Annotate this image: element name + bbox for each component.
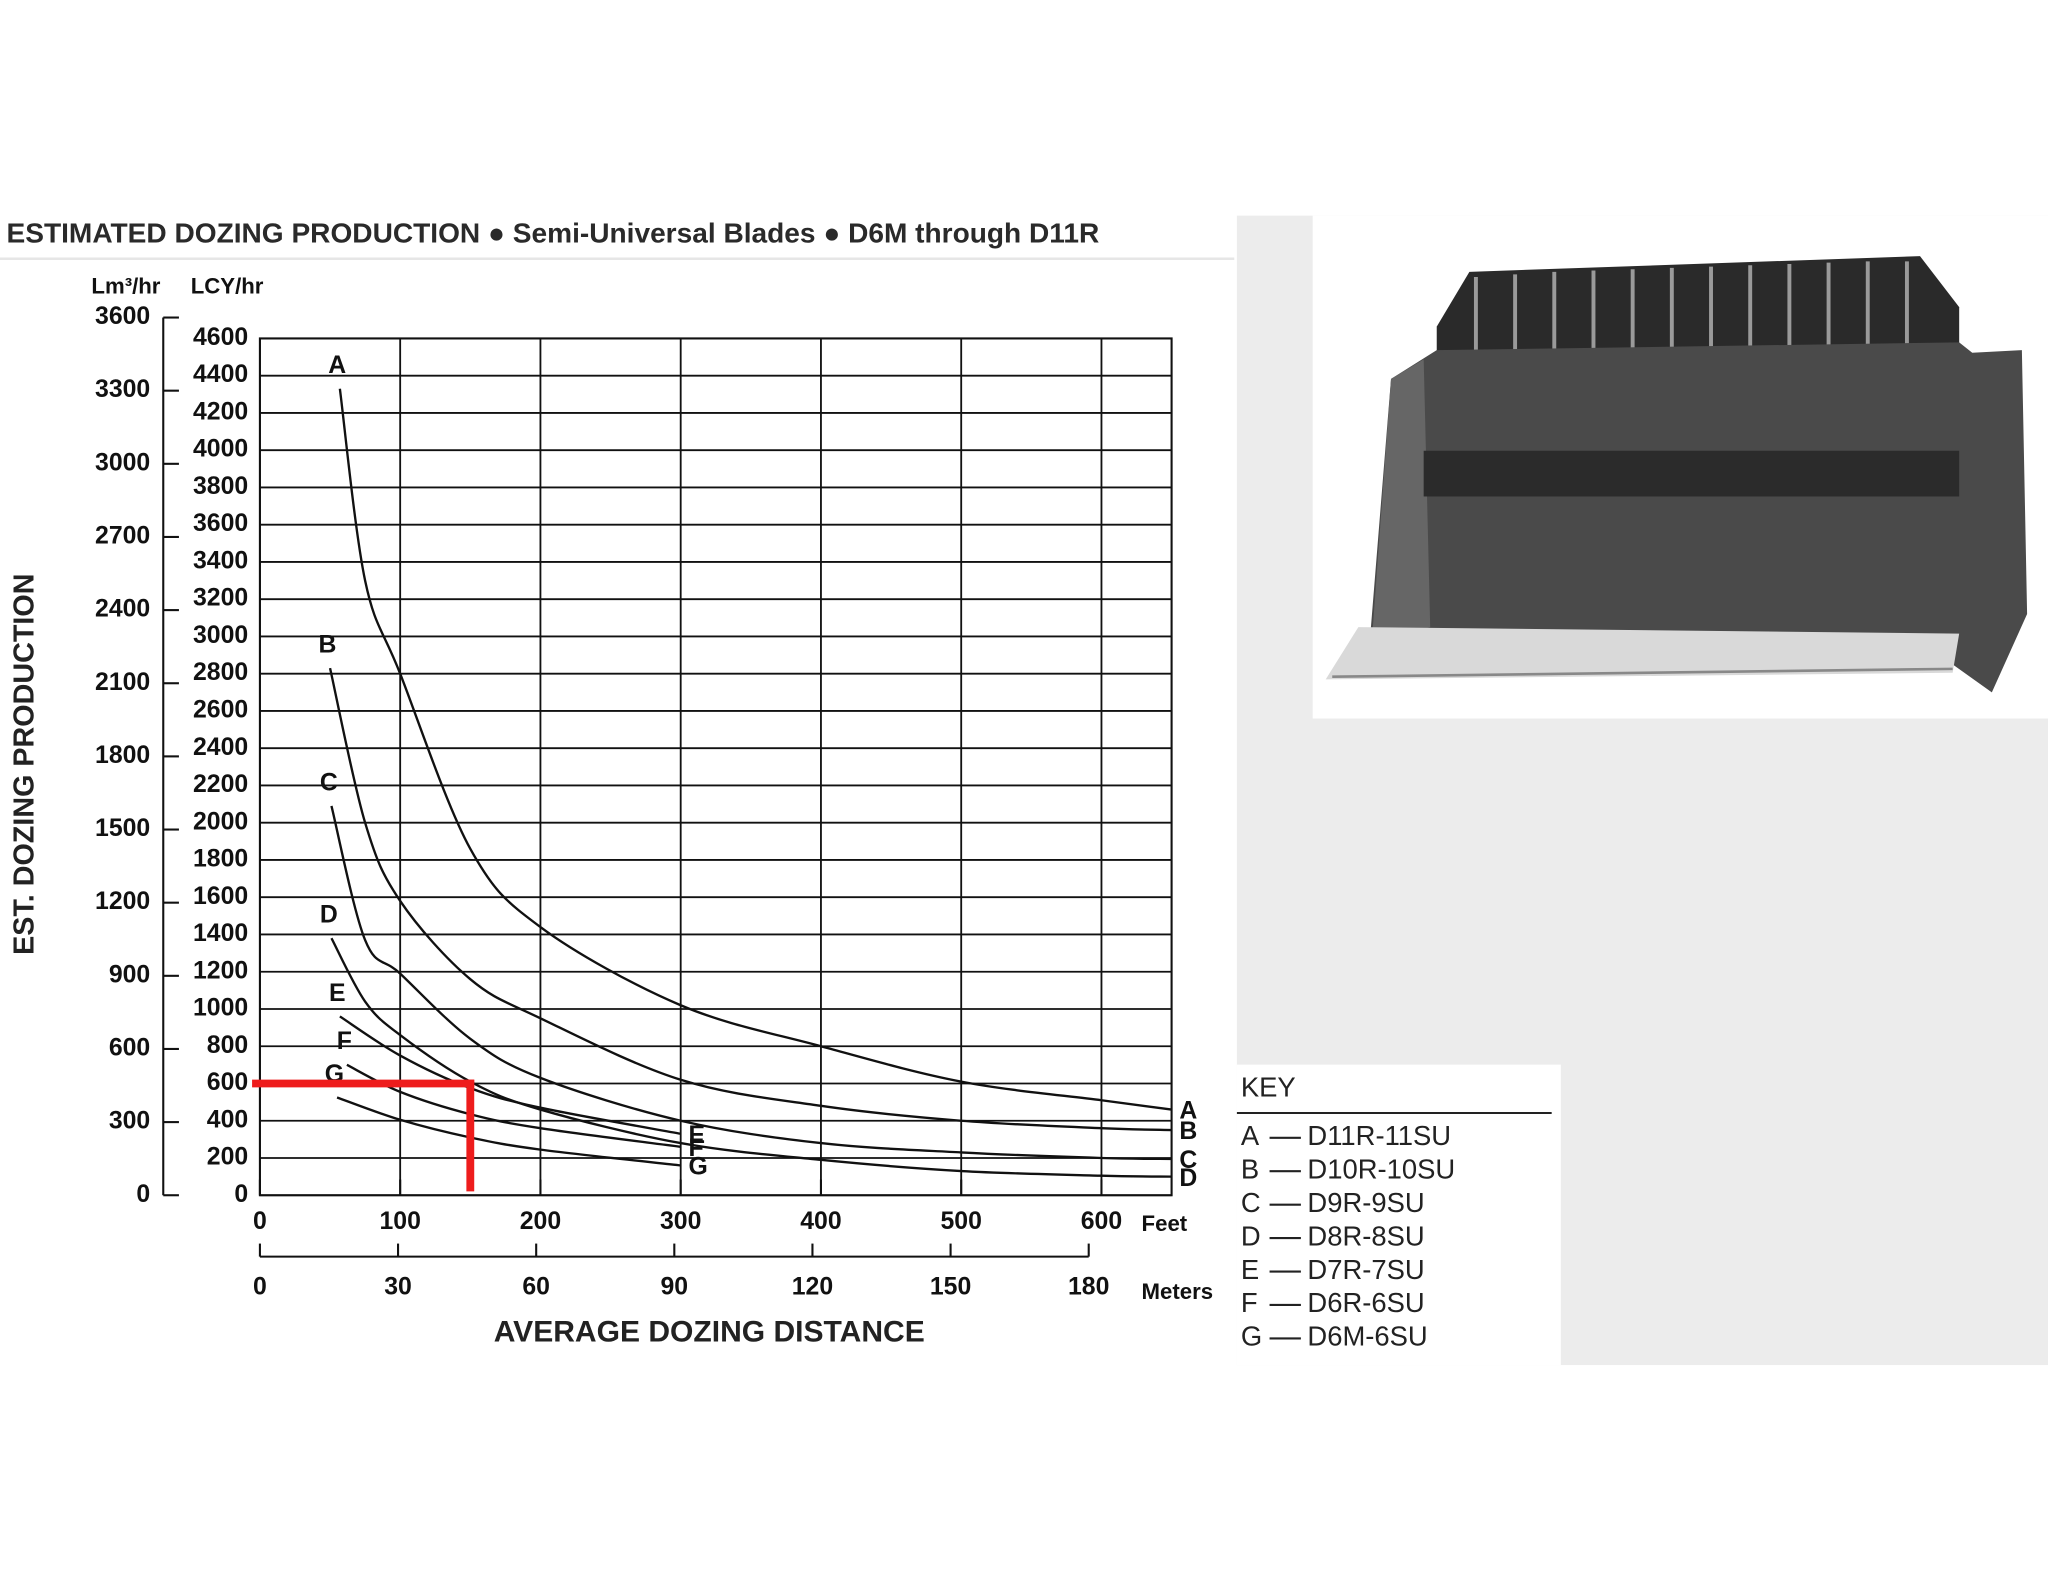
x-tick-label: 0 bbox=[253, 1208, 267, 1235]
curve-label: B bbox=[318, 631, 336, 658]
x-tick-label: 500 bbox=[941, 1208, 982, 1235]
y2-tick-label: 1800 bbox=[95, 742, 150, 769]
y-tick-label: 400 bbox=[207, 1106, 248, 1133]
x-unit: Feet bbox=[1142, 1211, 1188, 1236]
chart-title: ESTIMATED DOZING PRODUCTION ● Semi-Unive… bbox=[7, 218, 1100, 249]
x2-tick-label: 90 bbox=[661, 1274, 689, 1301]
y-tick-label: 1200 bbox=[193, 957, 248, 984]
key-letter: G bbox=[1241, 1321, 1262, 1352]
y-tick-label: 4200 bbox=[193, 398, 248, 425]
x2-unit: Meters bbox=[1142, 1279, 1214, 1304]
curve-end-label: E bbox=[689, 1122, 706, 1149]
y-tick-label: 3200 bbox=[193, 585, 248, 612]
key-model: D9R-9SU bbox=[1307, 1187, 1424, 1218]
key-box bbox=[1236, 1064, 1561, 1366]
y-tick-label: 0 bbox=[234, 1181, 248, 1208]
curve-end-label: D bbox=[1179, 1165, 1197, 1192]
y2-tick-label: 300 bbox=[109, 1108, 150, 1135]
y-tick-label: 3600 bbox=[193, 510, 248, 537]
y-unit: LCY/hr bbox=[191, 273, 264, 298]
plot-frame bbox=[258, 337, 1173, 1197]
curve-end-label: B bbox=[1179, 1118, 1197, 1145]
series-line bbox=[346, 1063, 681, 1148]
y2-tick-label: 2400 bbox=[95, 596, 150, 623]
x-tick-label: 600 bbox=[1081, 1208, 1122, 1235]
curve-end-label: C bbox=[1179, 1147, 1197, 1174]
x-axis-title: AVERAGE DOZING DISTANCE bbox=[494, 1316, 925, 1349]
y-tick-label: 3400 bbox=[193, 547, 248, 574]
y-tick-label: 2400 bbox=[193, 734, 248, 761]
x2-tick-label: 180 bbox=[1068, 1274, 1109, 1301]
key-letter: F bbox=[1241, 1287, 1258, 1318]
curve-label: F bbox=[337, 1028, 352, 1055]
curve-label: D bbox=[320, 902, 338, 929]
y-tick-label: 1400 bbox=[193, 920, 248, 947]
x-tick-label: 400 bbox=[800, 1208, 841, 1235]
key-model: D7R-7SU bbox=[1307, 1254, 1424, 1285]
curve-label: C bbox=[320, 769, 338, 796]
y-tick-label: 4000 bbox=[193, 436, 248, 463]
x-tick-label: 300 bbox=[660, 1208, 701, 1235]
y-tick-label: 2600 bbox=[193, 697, 248, 724]
y-tick-label: 800 bbox=[207, 1032, 248, 1059]
y-tick-label: 1800 bbox=[193, 846, 248, 873]
y2-tick-label: 1200 bbox=[95, 888, 150, 915]
x2-tick-label: 0 bbox=[253, 1274, 267, 1301]
series-line bbox=[330, 805, 1172, 1161]
blade-photo bbox=[1325, 256, 2028, 693]
y-tick-label: 4400 bbox=[193, 361, 248, 388]
y-axis-title: EST. DOZING PRODUCTION bbox=[9, 574, 41, 955]
x2-tick-label: 60 bbox=[522, 1274, 550, 1301]
key-model: D10R-10SU bbox=[1307, 1153, 1455, 1184]
y-tick-label: 1000 bbox=[193, 995, 248, 1022]
key-model: D6M-6SU bbox=[1307, 1321, 1427, 1352]
y-tick-label: 200 bbox=[207, 1144, 248, 1171]
y-tick-label: 3000 bbox=[193, 622, 248, 649]
y2-unit: Lm³/hr bbox=[91, 273, 160, 298]
x-tick-label: 200 bbox=[520, 1208, 561, 1235]
y2-tick-label: 2100 bbox=[95, 669, 150, 696]
curve-label: E bbox=[329, 980, 346, 1007]
y2-tick-label: 3000 bbox=[95, 449, 150, 476]
curve-end-label: F bbox=[689, 1135, 704, 1162]
y2-tick-label: 1500 bbox=[95, 815, 150, 842]
y2-tick-label: 2700 bbox=[95, 523, 150, 550]
series-line bbox=[328, 667, 1172, 1132]
y-tick-label: 4600 bbox=[193, 324, 248, 351]
x2-tick-label: 150 bbox=[930, 1274, 971, 1301]
key-model: D8R-8SU bbox=[1307, 1220, 1424, 1251]
x2-tick-label: 30 bbox=[384, 1274, 412, 1301]
key-model: D11R-11SU bbox=[1307, 1120, 1451, 1151]
key-letter: E bbox=[1241, 1254, 1259, 1285]
y-tick-label: 3800 bbox=[193, 473, 248, 500]
x-tick-label: 100 bbox=[379, 1208, 420, 1235]
key-title: KEY bbox=[1241, 1072, 1296, 1103]
y2-tick-label: 3600 bbox=[95, 303, 150, 330]
curve-label: A bbox=[328, 352, 346, 379]
curve-end-label: G bbox=[689, 1154, 708, 1181]
y-tick-label: 2200 bbox=[193, 771, 248, 798]
y2-tick-label: 3300 bbox=[95, 376, 150, 403]
key-letter: C bbox=[1241, 1187, 1261, 1218]
curve-end-label: A bbox=[1179, 1098, 1197, 1125]
y-tick-label: 2000 bbox=[193, 808, 248, 835]
y2-tick-label: 900 bbox=[109, 961, 150, 988]
y-tick-label: 2800 bbox=[193, 659, 248, 686]
key-letter: D bbox=[1241, 1220, 1261, 1251]
x2-tick-label: 120 bbox=[792, 1274, 833, 1301]
y-tick-label: 1600 bbox=[193, 883, 248, 910]
y2-tick-label: 600 bbox=[109, 1035, 150, 1062]
key-letter: A bbox=[1241, 1120, 1260, 1151]
series-line bbox=[338, 388, 1172, 1111]
key-model: D6R-6SU bbox=[1307, 1287, 1424, 1318]
series-line bbox=[330, 937, 1172, 1178]
y-tick-label: 600 bbox=[207, 1069, 248, 1096]
key-letter: B bbox=[1241, 1153, 1259, 1184]
y2-tick-label: 0 bbox=[136, 1181, 150, 1208]
